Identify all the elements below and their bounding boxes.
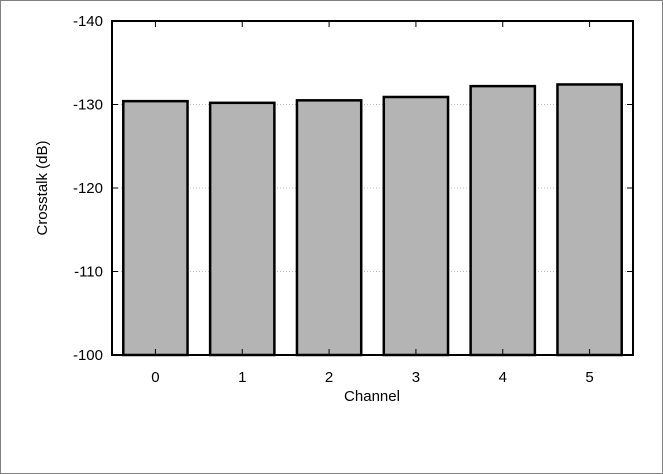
bar-channel-4 (469, 84, 537, 357)
bar-channel-1 (208, 101, 276, 357)
x-axis-label: Channel (344, 388, 400, 405)
bar-channel-0 (122, 99, 189, 357)
bar-channel-5 (556, 83, 623, 357)
grid-lines (112, 104, 633, 272)
y-axis-label: Crosstalk (dB) (34, 140, 51, 235)
bars (122, 83, 623, 357)
y-axis-ticks: -140 -130 -120 -110 -100 (73, 13, 633, 364)
bar-channel-3 (382, 95, 450, 357)
y-tick-label: -130 (73, 97, 103, 114)
y-tick-label: -110 (74, 264, 103, 281)
y-tick-label: -120 (73, 180, 103, 197)
x-tick-label: 2 (325, 369, 333, 386)
y-tick-label: -140 (73, 13, 103, 30)
bar-channel-2 (295, 99, 363, 357)
x-tick-label: 0 (151, 369, 159, 386)
x-tick-label: 4 (499, 369, 507, 386)
x-tick-label: 3 (412, 369, 420, 386)
x-tick-label: 1 (238, 369, 246, 386)
x-axis-ticks: 0 1 2 3 4 5 (151, 21, 594, 386)
y-tick-label: -100 (73, 347, 103, 364)
x-tick-label: 5 (585, 369, 593, 386)
